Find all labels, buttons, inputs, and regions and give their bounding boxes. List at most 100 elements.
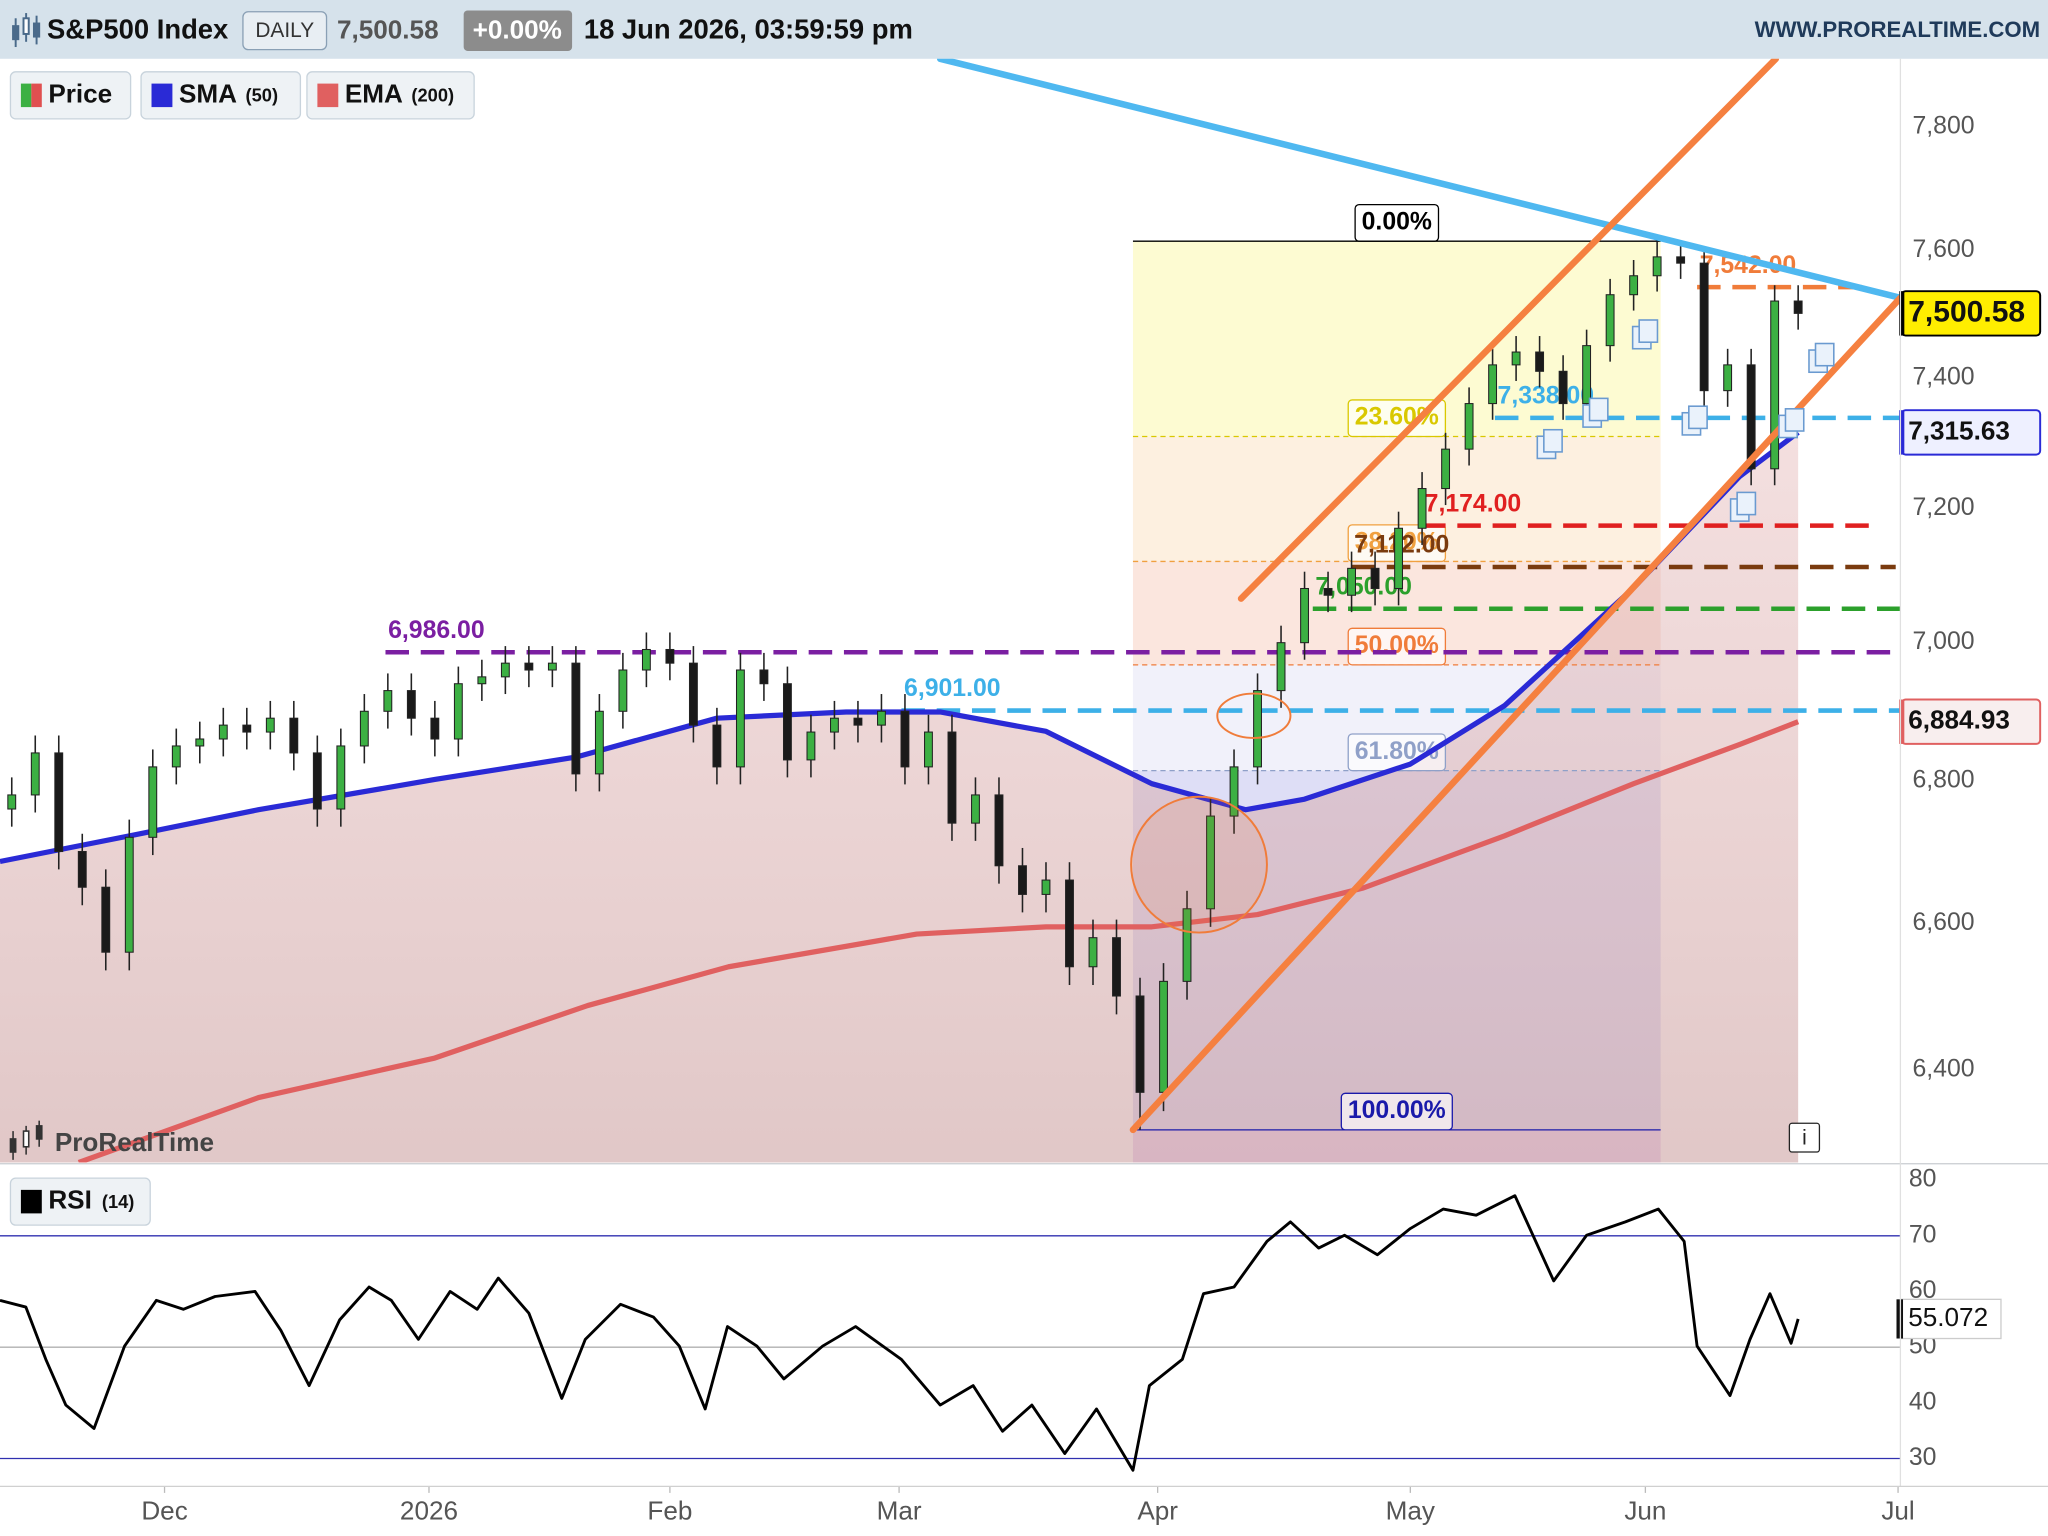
legend-ema-box[interactable] xyxy=(306,71,475,120)
legend-rsi-box[interactable] xyxy=(9,1177,151,1226)
candle-body xyxy=(665,648,675,664)
x-tick-label: Jun xyxy=(1624,1495,1666,1525)
price-panel: 0.00%23.60%38.20%50.00%61.80%100.00%6,98… xyxy=(0,58,1901,1163)
price-tag-label: 6,884.93 xyxy=(1908,705,2010,735)
interval-box[interactable] xyxy=(242,11,328,51)
legend-rsi-period[interactable]: (14) xyxy=(102,1191,134,1212)
y-tick-label: 7,400 xyxy=(1912,363,1974,390)
candle-body xyxy=(77,850,87,888)
candle-body xyxy=(1135,995,1145,1093)
site[interactable]: WWW.PROREALTIME.COM xyxy=(1755,17,2041,42)
x-tick-label: 2026 xyxy=(400,1495,458,1525)
x-tick-label: Apr xyxy=(1137,1495,1178,1525)
fib-label: 50.00% xyxy=(1355,632,1439,659)
x-tick-label: May xyxy=(1386,1495,1435,1525)
legend-rsi[interactable]: RSI xyxy=(48,1185,92,1215)
legend-sma-period[interactable]: (50) xyxy=(246,84,278,105)
y-tick-label: 6,800 xyxy=(1912,766,1974,793)
overlay: 6,400 6,600 6,800 7,000 7,200 7,400 7,600 7,800… xyxy=(141,112,2042,1525)
price-tag-edge xyxy=(1899,410,1905,455)
candle-body xyxy=(1018,865,1027,895)
info-box[interactable] xyxy=(1788,1122,1821,1153)
y-tick-label: 7,800 xyxy=(1912,112,1974,139)
candle-body xyxy=(265,717,275,733)
candle-body xyxy=(1041,879,1051,895)
x-tick-label: Mar xyxy=(877,1495,922,1525)
legend-sma[interactable]: SMA xyxy=(179,78,237,108)
candle-body xyxy=(30,752,40,796)
candle-body xyxy=(477,676,487,685)
candle-body xyxy=(124,836,134,953)
rsi-tick-label: 40 xyxy=(1909,1388,1937,1415)
y-tick-label: 7,000 xyxy=(1912,628,1974,655)
ma-line xyxy=(77,719,1800,1163)
candle-body xyxy=(430,717,440,740)
candle-body xyxy=(994,794,1004,867)
candle-body xyxy=(1488,364,1498,405)
level-label: 7,338.00 xyxy=(1498,383,1595,410)
last-price: 7,500.58 xyxy=(337,14,439,44)
price-tag-edge xyxy=(1899,699,1905,744)
y-tick-label: 6,400 xyxy=(1912,1055,1974,1082)
rsi-line xyxy=(0,1194,1800,1472)
candle-body xyxy=(1629,275,1639,296)
candle-body xyxy=(336,745,346,810)
candle-body xyxy=(1441,448,1451,490)
trendline xyxy=(936,58,1901,302)
candle-body xyxy=(7,794,17,810)
legend-swatch xyxy=(31,83,42,108)
candle-body xyxy=(1511,351,1521,366)
candle-body xyxy=(782,683,792,761)
candle-body xyxy=(1652,256,1662,277)
change: +0.00% xyxy=(473,14,562,44)
candle-body xyxy=(1065,879,1074,968)
x-tick-label: Jul xyxy=(1881,1495,1914,1525)
fib-label-box xyxy=(1354,203,1440,242)
info[interactable]: i xyxy=(1802,1126,1807,1149)
candle-body xyxy=(641,648,651,671)
header-icon xyxy=(12,13,41,48)
candle-body xyxy=(853,717,863,726)
datetime: 18 Jun 2026, 03:59:59 pm xyxy=(584,14,913,45)
rsi-tick-label: 80 xyxy=(1909,1166,1937,1193)
candle-body xyxy=(171,745,181,768)
interval[interactable]: DAILY xyxy=(255,19,314,42)
candle-body xyxy=(1746,364,1756,470)
y-tick-label: 7,600 xyxy=(1912,236,1974,263)
legend-ema-period[interactable]: (200) xyxy=(411,84,454,105)
candle-body xyxy=(1605,294,1615,347)
candle-body xyxy=(1253,690,1262,768)
candle-body xyxy=(524,662,534,671)
candle-body xyxy=(971,794,980,824)
instrument-title: S&P500 Index xyxy=(47,14,229,45)
candle-body xyxy=(1347,567,1356,596)
rsi-panel xyxy=(0,1194,1901,1472)
candle-body xyxy=(924,731,933,768)
rsi-tick-label: 30 xyxy=(1909,1444,1937,1471)
note-icons[interactable] xyxy=(1536,319,1835,522)
candle-body xyxy=(900,710,910,768)
candle-body xyxy=(1088,937,1098,968)
candle-body xyxy=(1676,256,1686,264)
sma-area xyxy=(0,432,1799,1163)
rsi-tag-label: 55.072 xyxy=(1908,1302,1988,1332)
level-label: 7,174.00 xyxy=(1425,490,1522,517)
candle-body xyxy=(359,710,369,747)
legend-price[interactable]: Price xyxy=(48,78,112,108)
candle-body xyxy=(829,717,839,733)
fib-label-box xyxy=(1340,1092,1453,1131)
candle-body xyxy=(1300,587,1309,644)
legend-sma-box[interactable] xyxy=(140,71,302,120)
candle-body xyxy=(1558,370,1568,405)
candle-body xyxy=(242,724,252,733)
candle-body xyxy=(453,683,463,740)
candle-body xyxy=(947,731,957,824)
candle-body xyxy=(54,752,64,853)
candle-body xyxy=(594,710,604,775)
legend-ema[interactable]: EMA xyxy=(345,78,403,108)
ma-line xyxy=(0,430,1800,865)
candle-body xyxy=(1582,345,1592,405)
candle-body xyxy=(1723,364,1733,392)
